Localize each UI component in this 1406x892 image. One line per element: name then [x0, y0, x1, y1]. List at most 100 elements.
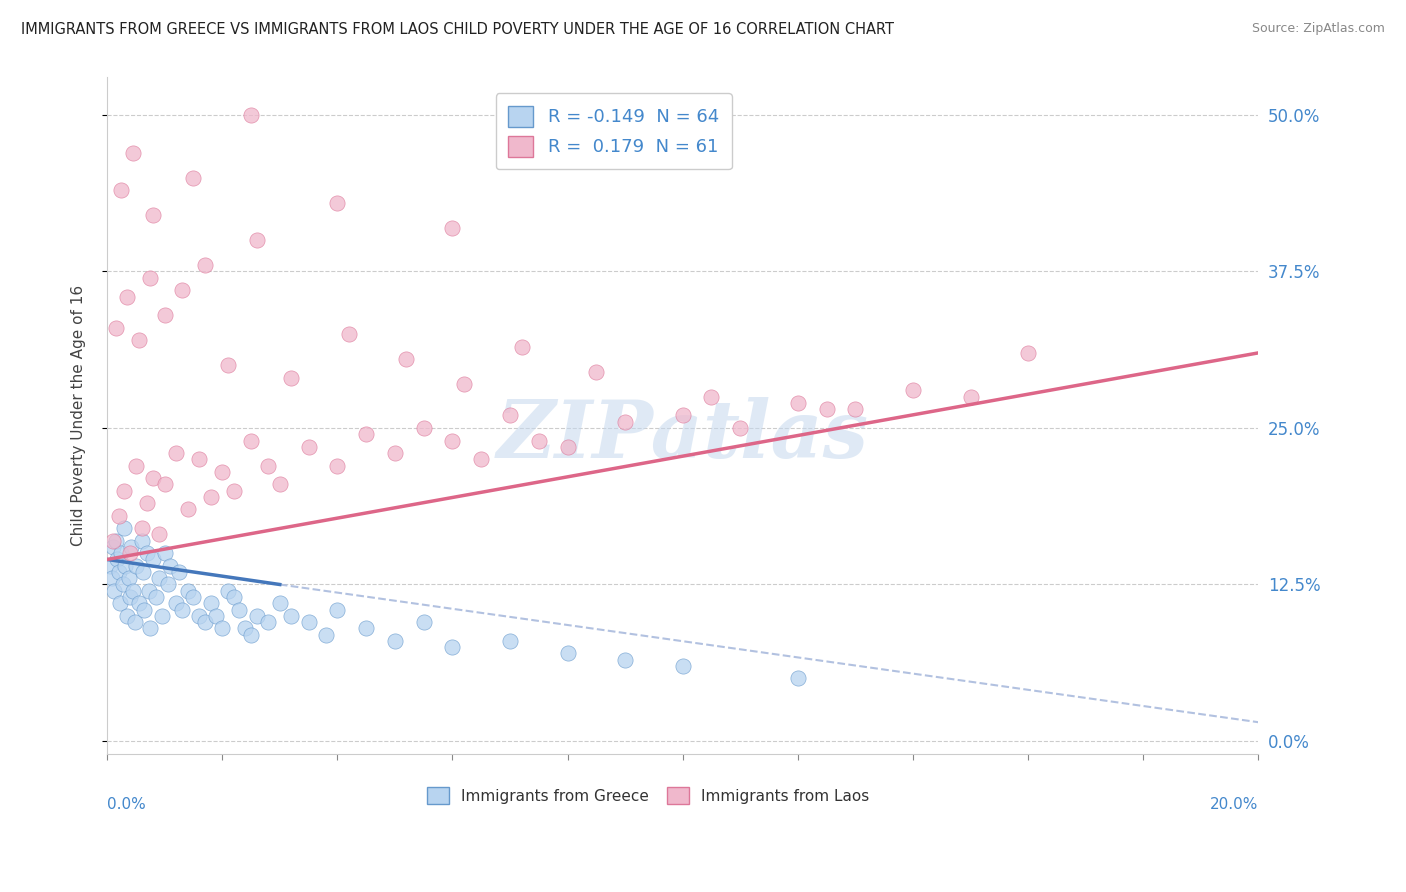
Point [901, 384, 924, 398]
Point [104, 321, 127, 335]
Point [118, 571, 141, 585]
Point [315, 627, 337, 641]
Text: 0.0%: 0.0% [107, 797, 146, 813]
Point [395, 352, 418, 367]
Point [165, 596, 187, 610]
Point [165, 446, 187, 460]
Point [107, 552, 129, 566]
Point [257, 615, 280, 629]
Point [211, 621, 233, 635]
Point [246, 233, 269, 247]
Point [228, 602, 250, 616]
Point [125, 558, 148, 573]
Point [142, 552, 165, 566]
Point [222, 483, 245, 498]
Point [110, 183, 132, 197]
Point [110, 546, 132, 560]
Point [104, 533, 127, 548]
Point [131, 521, 153, 535]
Y-axis label: Child Poverty Under the Age of 16: Child Poverty Under the Age of 16 [72, 285, 86, 546]
Point [159, 558, 181, 573]
Point [103, 583, 125, 598]
Point [148, 527, 170, 541]
Point [297, 615, 319, 629]
Text: ZIPatlas: ZIPatlas [496, 397, 869, 475]
Point [107, 508, 129, 523]
Point [527, 434, 550, 448]
Point [138, 583, 160, 598]
Point [112, 577, 135, 591]
Point [132, 565, 155, 579]
Point [136, 496, 159, 510]
Point [499, 409, 522, 423]
Point [167, 565, 190, 579]
Point [614, 652, 637, 666]
Point [100, 571, 122, 585]
Point [188, 608, 211, 623]
Point [124, 615, 146, 629]
Point [139, 621, 162, 635]
Point [786, 672, 808, 686]
Point [384, 446, 406, 460]
Point [139, 270, 162, 285]
Point [170, 602, 193, 616]
Point [384, 633, 406, 648]
Point [150, 608, 173, 623]
Point [786, 396, 808, 410]
Point [700, 390, 723, 404]
Point [131, 533, 153, 548]
Point [120, 540, 142, 554]
Point [128, 334, 150, 348]
Point [354, 427, 377, 442]
Point [122, 145, 145, 160]
Point [170, 283, 193, 297]
Point [114, 558, 136, 573]
Point [233, 621, 256, 635]
Point [269, 477, 291, 491]
Point [125, 458, 148, 473]
Point [844, 402, 866, 417]
Point [240, 108, 263, 122]
Point [412, 421, 434, 435]
Point [217, 359, 239, 373]
Point [101, 540, 124, 554]
Point [176, 583, 198, 598]
Point [1017, 346, 1039, 360]
Point [441, 640, 464, 654]
Point [240, 434, 263, 448]
Point [153, 546, 176, 560]
Point [672, 658, 695, 673]
Point [280, 371, 302, 385]
Point [107, 565, 129, 579]
Point [115, 608, 138, 623]
Point [120, 546, 142, 560]
Text: Source: ZipAtlas.com: Source: ZipAtlas.com [1251, 22, 1385, 36]
Point [280, 608, 302, 623]
Legend: Immigrants from Greece, Immigrants from Laos: Immigrants from Greece, Immigrants from … [418, 778, 879, 814]
Point [183, 590, 205, 604]
Point [326, 195, 349, 210]
Text: 20.0%: 20.0% [1211, 797, 1258, 813]
Point [200, 596, 222, 610]
Point [959, 390, 981, 404]
Point [211, 465, 233, 479]
Point [194, 258, 217, 272]
Point [453, 377, 475, 392]
Text: IMMIGRANTS FROM GREECE VS IMMIGRANTS FROM LAOS CHILD POVERTY UNDER THE AGE OF 16: IMMIGRANTS FROM GREECE VS IMMIGRANTS FRO… [21, 22, 894, 37]
Point [153, 477, 176, 491]
Point [441, 434, 464, 448]
Point [142, 208, 165, 222]
Point [188, 452, 211, 467]
Point [205, 608, 228, 623]
Point [222, 590, 245, 604]
Point [815, 402, 838, 417]
Point [470, 452, 492, 467]
Point [115, 289, 138, 303]
Point [246, 608, 269, 623]
Point [194, 615, 217, 629]
Point [326, 602, 349, 616]
Point [326, 458, 349, 473]
Point [134, 602, 156, 616]
Point [148, 571, 170, 585]
Point [108, 596, 131, 610]
